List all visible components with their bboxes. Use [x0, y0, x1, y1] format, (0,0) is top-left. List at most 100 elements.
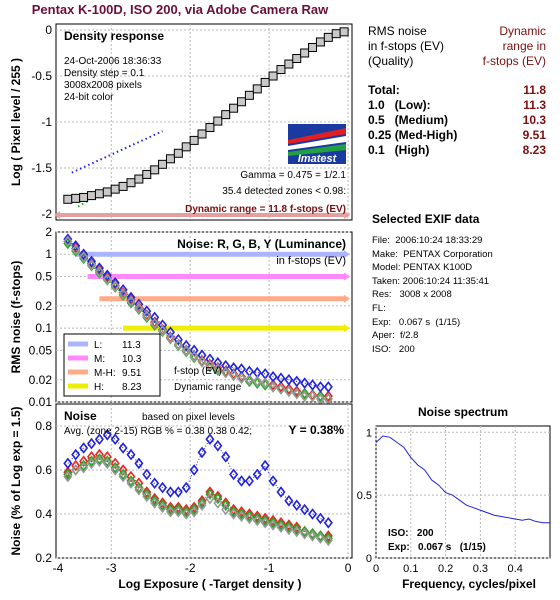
density-point: [142, 169, 152, 179]
spectrum-ytick-label: 0: [366, 553, 372, 565]
ev-row-value: 8.23: [522, 143, 546, 157]
noise-point-Y: [323, 534, 333, 547]
spectrum-iso-label: ISO: 200: [388, 528, 434, 539]
rms-point-G: [244, 375, 254, 388]
noise-point-B: [197, 446, 207, 459]
rms-point-B: [94, 262, 104, 274]
rms-ytick-label: 2: [45, 225, 52, 239]
noise-point-B: [260, 459, 270, 472]
noise-point-G: [150, 494, 160, 507]
noise-xtick-label: 0: [345, 561, 352, 575]
rms-point-Y: [189, 350, 199, 363]
noise-point-B: [268, 475, 278, 487]
ev-row-value: 10.3: [522, 113, 546, 127]
noise-point-Y: [118, 470, 128, 483]
noise-point-G: [236, 508, 247, 520]
rms-point-G: [315, 390, 325, 402]
rms-point-Y: [118, 288, 128, 300]
gamma-fit-line: [71, 130, 163, 174]
noise-point-Y: [165, 505, 175, 518]
noise-xtick-label: -1: [264, 561, 275, 575]
noise-series-line: [67, 458, 329, 539]
density-point: [126, 178, 136, 188]
noise-point-G: [110, 461, 120, 474]
rms-point-R: [323, 390, 333, 402]
rms-note-fstop: f-stop (EV): [174, 366, 222, 377]
ev-row-low: 1.0 (Low): 11.3: [368, 98, 546, 113]
rms-point-Y: [126, 295, 136, 308]
imatest-logo-stripe: [288, 136, 346, 150]
noise-xlabel: Log Exposure ( -Target density ): [118, 577, 301, 591]
rms-threshold-arrow: [344, 324, 350, 333]
ev-row-value: 9.51: [522, 128, 546, 142]
rms-point-B: [118, 284, 128, 296]
noise-point-B: [165, 486, 175, 498]
rms-point-Y: [71, 243, 81, 256]
noise-point-R: [63, 466, 73, 479]
noise-point-R: [284, 519, 294, 531]
noise-point-B: [244, 475, 254, 487]
noise-point-R: [118, 464, 128, 476]
density-ytick-label: -0.5: [31, 69, 52, 83]
exif-panel: Selected EXIF data File: 2006:10:24 18:3…: [372, 212, 552, 356]
noise-point-G: [276, 519, 286, 531]
spectrum-curve: [375, 435, 550, 524]
noise-point-R: [292, 521, 302, 534]
noise-point-G: [118, 468, 128, 481]
noise-point-B: [142, 468, 152, 481]
rms-point-Y: [323, 393, 333, 405]
density-point: [94, 189, 104, 199]
density-point: [221, 110, 231, 120]
noise-point-Y: [197, 499, 207, 512]
noise-point-Y: [260, 516, 270, 529]
rms-legend-value: 11.3: [122, 340, 141, 351]
rms-point-B: [315, 381, 325, 393]
noise-point-B: [236, 475, 247, 487]
density-point: [213, 116, 223, 126]
rms-series-line: [67, 238, 329, 388]
noise-point-G: [252, 512, 262, 525]
ev-header-right: Dynamic range in f-stops (EV): [483, 24, 546, 69]
noise-point-R: [102, 450, 112, 463]
spectrum-exp-label: Exp: 0.067 s (1/15): [388, 542, 486, 553]
rms-point-B: [229, 362, 239, 374]
rms-ytick-label: 0.05: [29, 343, 53, 357]
rms-point-Y: [315, 393, 325, 405]
noise-point-B: [300, 503, 310, 516]
noise-point-Y: [126, 477, 136, 490]
noise-point-B: [118, 442, 128, 454]
rms-point-Y: [134, 302, 144, 315]
rms-point-Y: [150, 317, 160, 330]
noise-point-G: [63, 468, 73, 481]
noise-point-B: [87, 437, 97, 450]
rms-point-B: [197, 349, 207, 362]
noise-point-Y: [87, 457, 97, 470]
noise-point-Y: [181, 508, 191, 520]
rms-point-Y: [63, 235, 73, 248]
rms-point-Y: [158, 324, 168, 337]
spectrum-title: Noise spectrum: [418, 405, 508, 419]
gamma-label: Gamma = 0.475 = 1/2.1: [240, 170, 346, 181]
rms-series-line: [67, 240, 329, 400]
rms-point-B: [134, 298, 144, 311]
ev-row-label: Total:: [368, 83, 400, 97]
noise-point-R: [110, 457, 120, 470]
spectrum-ytick-label: 1: [366, 427, 372, 439]
ev-row-label: 0.1 (High): [368, 143, 430, 157]
rms-legend-value: 8.23: [122, 382, 142, 393]
noise-point-R: [126, 470, 136, 483]
noise-point-B: [229, 468, 239, 481]
ev-header-left: RMS noise in f-stops (EV) (Quality): [368, 24, 444, 69]
density-point: [308, 42, 318, 52]
noise-point-Y: [236, 510, 247, 523]
rms-point-Y: [284, 385, 294, 398]
density-info-line: 3008x2008 pixels: [64, 80, 142, 91]
density-point: [331, 29, 341, 39]
density-point: [284, 59, 294, 69]
noise-point-G: [173, 503, 183, 516]
exif-row: Aper: f/2.8: [372, 330, 419, 342]
noise-xtick-label: -2: [185, 561, 196, 575]
rms-point-B: [308, 379, 318, 391]
ev-row-value: 11.8: [523, 83, 546, 97]
noise-point-B: [308, 508, 318, 520]
